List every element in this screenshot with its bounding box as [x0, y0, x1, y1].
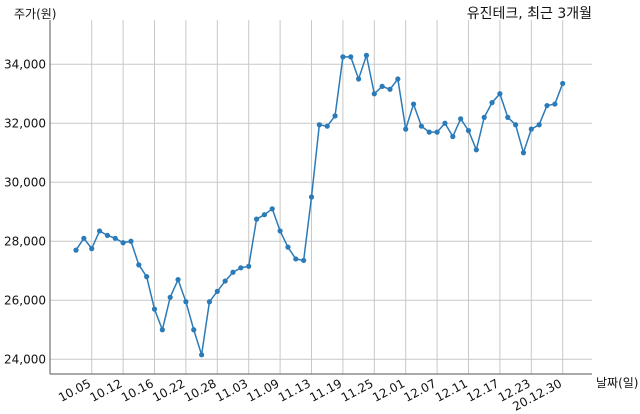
data-point	[199, 352, 205, 358]
x-tick-label: 11.03	[213, 376, 250, 404]
data-point	[528, 126, 534, 132]
data-point	[332, 113, 338, 119]
data-point	[450, 133, 456, 140]
data-point	[151, 306, 158, 312]
data-point	[426, 129, 432, 135]
data-point	[285, 244, 291, 250]
data-point	[144, 274, 150, 280]
data-point	[191, 327, 197, 333]
x-tick-label: 12.01	[370, 376, 407, 404]
data-point	[442, 120, 448, 126]
data-point	[379, 83, 385, 89]
x-tick-label: 10.05	[56, 376, 93, 404]
chart-title: 유진테크, 최근 3개월	[467, 6, 592, 22]
data-point	[418, 123, 424, 129]
data-point	[261, 212, 267, 218]
data-point	[238, 265, 244, 271]
data-point	[403, 126, 409, 132]
y-tick-label: 34,000	[4, 57, 46, 71]
x-tick-label: 12.07	[402, 376, 439, 404]
price-series	[73, 52, 566, 358]
data-point	[410, 101, 417, 107]
data-point	[552, 101, 558, 107]
x-tick-label: 11.09	[245, 376, 282, 404]
data-point	[277, 228, 283, 234]
data-point	[128, 238, 134, 244]
x-tick-label: 12.11	[433, 376, 470, 404]
data-point	[324, 123, 330, 129]
data-point	[395, 76, 401, 82]
y-tick-label: 28,000	[4, 234, 46, 248]
data-point	[159, 327, 165, 333]
x-axis-label: 날짜(일)	[596, 376, 638, 390]
x-tick-label: 10.22	[150, 376, 187, 404]
data-point	[363, 52, 370, 59]
data-point	[222, 278, 228, 284]
data-point	[230, 269, 236, 275]
data-point	[253, 216, 260, 222]
data-point	[434, 129, 440, 135]
data-point	[104, 232, 110, 238]
x-tick-label: 10.28	[182, 376, 219, 404]
data-point	[96, 228, 103, 234]
x-tick-label: 11.19	[307, 376, 344, 404]
data-point	[489, 100, 495, 106]
data-point	[175, 277, 181, 283]
data-point	[167, 294, 173, 300]
data-point	[340, 54, 346, 60]
data-point	[214, 288, 220, 294]
data-point	[560, 80, 566, 87]
y-tick-label: 24,000	[4, 352, 46, 366]
data-point	[206, 299, 213, 305]
data-point	[183, 299, 189, 305]
data-point	[269, 206, 275, 212]
y-tick-label: 32,000	[4, 116, 46, 130]
data-point	[316, 122, 322, 128]
data-point	[356, 76, 362, 82]
data-point	[458, 116, 464, 122]
data-point	[246, 263, 252, 269]
data-point	[136, 262, 142, 268]
data-point	[387, 86, 393, 92]
x-tick-label: 11.25	[339, 376, 376, 404]
data-point	[520, 150, 527, 156]
y-tick-label: 30,000	[4, 175, 46, 189]
data-point	[120, 240, 126, 246]
x-tick-label: 10.16	[119, 376, 156, 404]
data-point	[536, 122, 542, 128]
data-point	[544, 102, 550, 109]
y-axis-label: 주가(원)	[14, 7, 56, 21]
grid	[50, 20, 592, 374]
x-tick-label: 11.13	[276, 376, 313, 404]
data-point	[497, 91, 503, 97]
data-point	[371, 91, 377, 97]
data-point	[89, 246, 95, 252]
series-line	[75, 52, 564, 356]
data-point	[473, 147, 479, 153]
data-point	[465, 128, 472, 134]
data-point	[505, 114, 511, 120]
data-point	[308, 194, 315, 200]
data-point	[112, 235, 118, 241]
data-point	[513, 122, 519, 128]
x-tick-label: 12.17	[464, 376, 501, 404]
data-point	[301, 257, 307, 264]
x-tick-label: 10.12	[88, 376, 125, 404]
data-point	[73, 247, 79, 253]
data-point	[81, 235, 87, 241]
data-point	[481, 114, 487, 120]
y-tick-label: 26,000	[4, 293, 46, 307]
data-point	[293, 256, 299, 262]
data-point	[348, 54, 354, 60]
